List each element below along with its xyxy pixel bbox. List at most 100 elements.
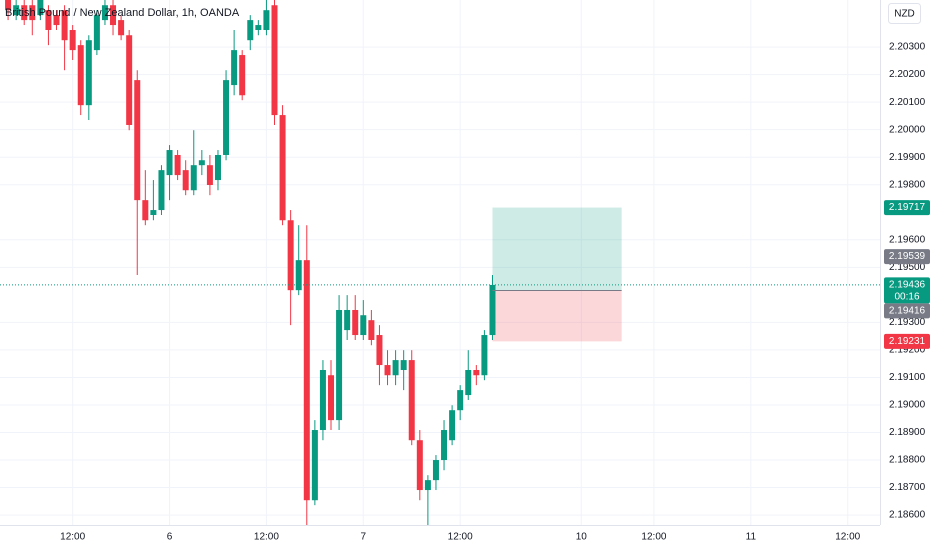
candle-body (384, 365, 391, 376)
x-tick-label: 7 (361, 532, 367, 543)
candle-body (247, 20, 254, 41)
currency-label[interactable]: NZD (894, 9, 915, 20)
x-tick-label: 11 (746, 532, 757, 543)
candle-body (53, 15, 60, 26)
candle-body (5, 0, 12, 11)
candle-body (13, 5, 20, 16)
candle-body (319, 370, 326, 431)
candle-body (118, 20, 125, 36)
candle-body (150, 210, 157, 216)
y-tick-label: 2.19500 (889, 262, 926, 273)
candle-body (101, 5, 108, 21)
entry-label-bg (884, 303, 930, 319)
candle-body (352, 309, 359, 336)
target-label-bg (884, 200, 930, 216)
candle-body (441, 430, 448, 461)
y-tick-label: 2.19600 (889, 234, 926, 245)
candle-body (416, 440, 423, 491)
candle-body (473, 370, 480, 376)
y-tick-label: 2.20000 (889, 124, 926, 135)
candle-body (21, 5, 28, 21)
candle-body (45, 10, 52, 31)
candle-body (223, 80, 230, 155)
y-tick-label: 2.18900 (889, 427, 926, 438)
candle-body (392, 360, 399, 376)
candle-body (110, 5, 117, 26)
last-price-label: 2.19436 (889, 280, 926, 291)
marker-label: 2.19539 (889, 251, 926, 262)
candle-body (311, 430, 318, 501)
candle-body (142, 200, 149, 221)
candle-body (263, 10, 270, 31)
currency-button[interactable] (888, 3, 921, 24)
candle-body (158, 170, 165, 211)
y-tick-label: 2.18600 (889, 510, 926, 521)
y-tick-label: 2.20200 (889, 69, 926, 80)
candle-body (239, 55, 246, 96)
y-tick-label: 2.20100 (889, 97, 926, 108)
candle-body (457, 390, 464, 411)
candle-body (198, 160, 205, 166)
candle-body (328, 375, 335, 421)
y-tick-label: 2.18700 (889, 482, 926, 493)
entry-label: 2.19416 (889, 306, 926, 317)
candle-body (61, 10, 68, 41)
candle-body (174, 154, 181, 176)
candle-body (206, 165, 213, 186)
candle-body (126, 35, 133, 125)
last-price-bg (884, 277, 930, 304)
x-tick-label: 10 (576, 532, 588, 543)
y-tick-label: 2.18800 (889, 455, 926, 466)
candle-body (489, 284, 496, 336)
candle-body (449, 410, 456, 441)
marker-label-bg (884, 249, 930, 265)
candle-body (271, 5, 278, 116)
x-tick-label: 12:00 (835, 532, 860, 543)
candle-body (69, 30, 76, 51)
candle-body (303, 260, 310, 501)
candle-body (336, 309, 343, 421)
candle-body (134, 80, 141, 201)
x-tick-label: 12:00 (641, 532, 666, 543)
candle-body (408, 360, 415, 441)
y-tick-label: 2.19000 (889, 400, 926, 411)
candle-body (344, 309, 351, 331)
candle-body (93, 15, 100, 51)
stop-label-bg (884, 333, 930, 349)
candle-body (287, 220, 294, 291)
candle-body (255, 25, 262, 31)
candle-body (166, 150, 173, 176)
target-label: 2.19717 (889, 202, 926, 213)
candle-body (279, 115, 286, 221)
y-tick-label: 2.19200 (889, 345, 926, 356)
candle-body (85, 40, 92, 106)
x-tick-label: 12:00 (448, 532, 473, 543)
candle-body (214, 154, 221, 181)
candle-body (182, 170, 189, 191)
y-tick-label: 2.20300 (889, 42, 926, 53)
candle-body (360, 315, 367, 336)
y-tick-label: 2.19300 (889, 317, 926, 328)
candle-body (432, 460, 439, 481)
candle-body (295, 260, 302, 291)
candle-body (376, 335, 383, 366)
countdown-label: 00:16 (894, 292, 919, 303)
y-tick-label: 2.19100 (889, 372, 926, 383)
stop-label: 2.19231 (889, 336, 926, 347)
y-tick-label: 2.19800 (889, 179, 926, 190)
x-tick-label: 12:00 (254, 532, 279, 543)
candle-body (77, 45, 84, 106)
candle-body (465, 370, 472, 396)
x-tick-label: 6 (167, 532, 173, 543)
candle-body (481, 335, 488, 376)
chart-title: British Pound / New Zealand Dollar, 1h, … (5, 7, 240, 19)
candle-body (400, 360, 407, 371)
target-zone (492, 207, 622, 291)
candle-body (190, 165, 197, 191)
candle-body (29, 5, 36, 21)
y-tick-label: 2.19900 (889, 152, 926, 163)
candle-body (424, 480, 431, 491)
